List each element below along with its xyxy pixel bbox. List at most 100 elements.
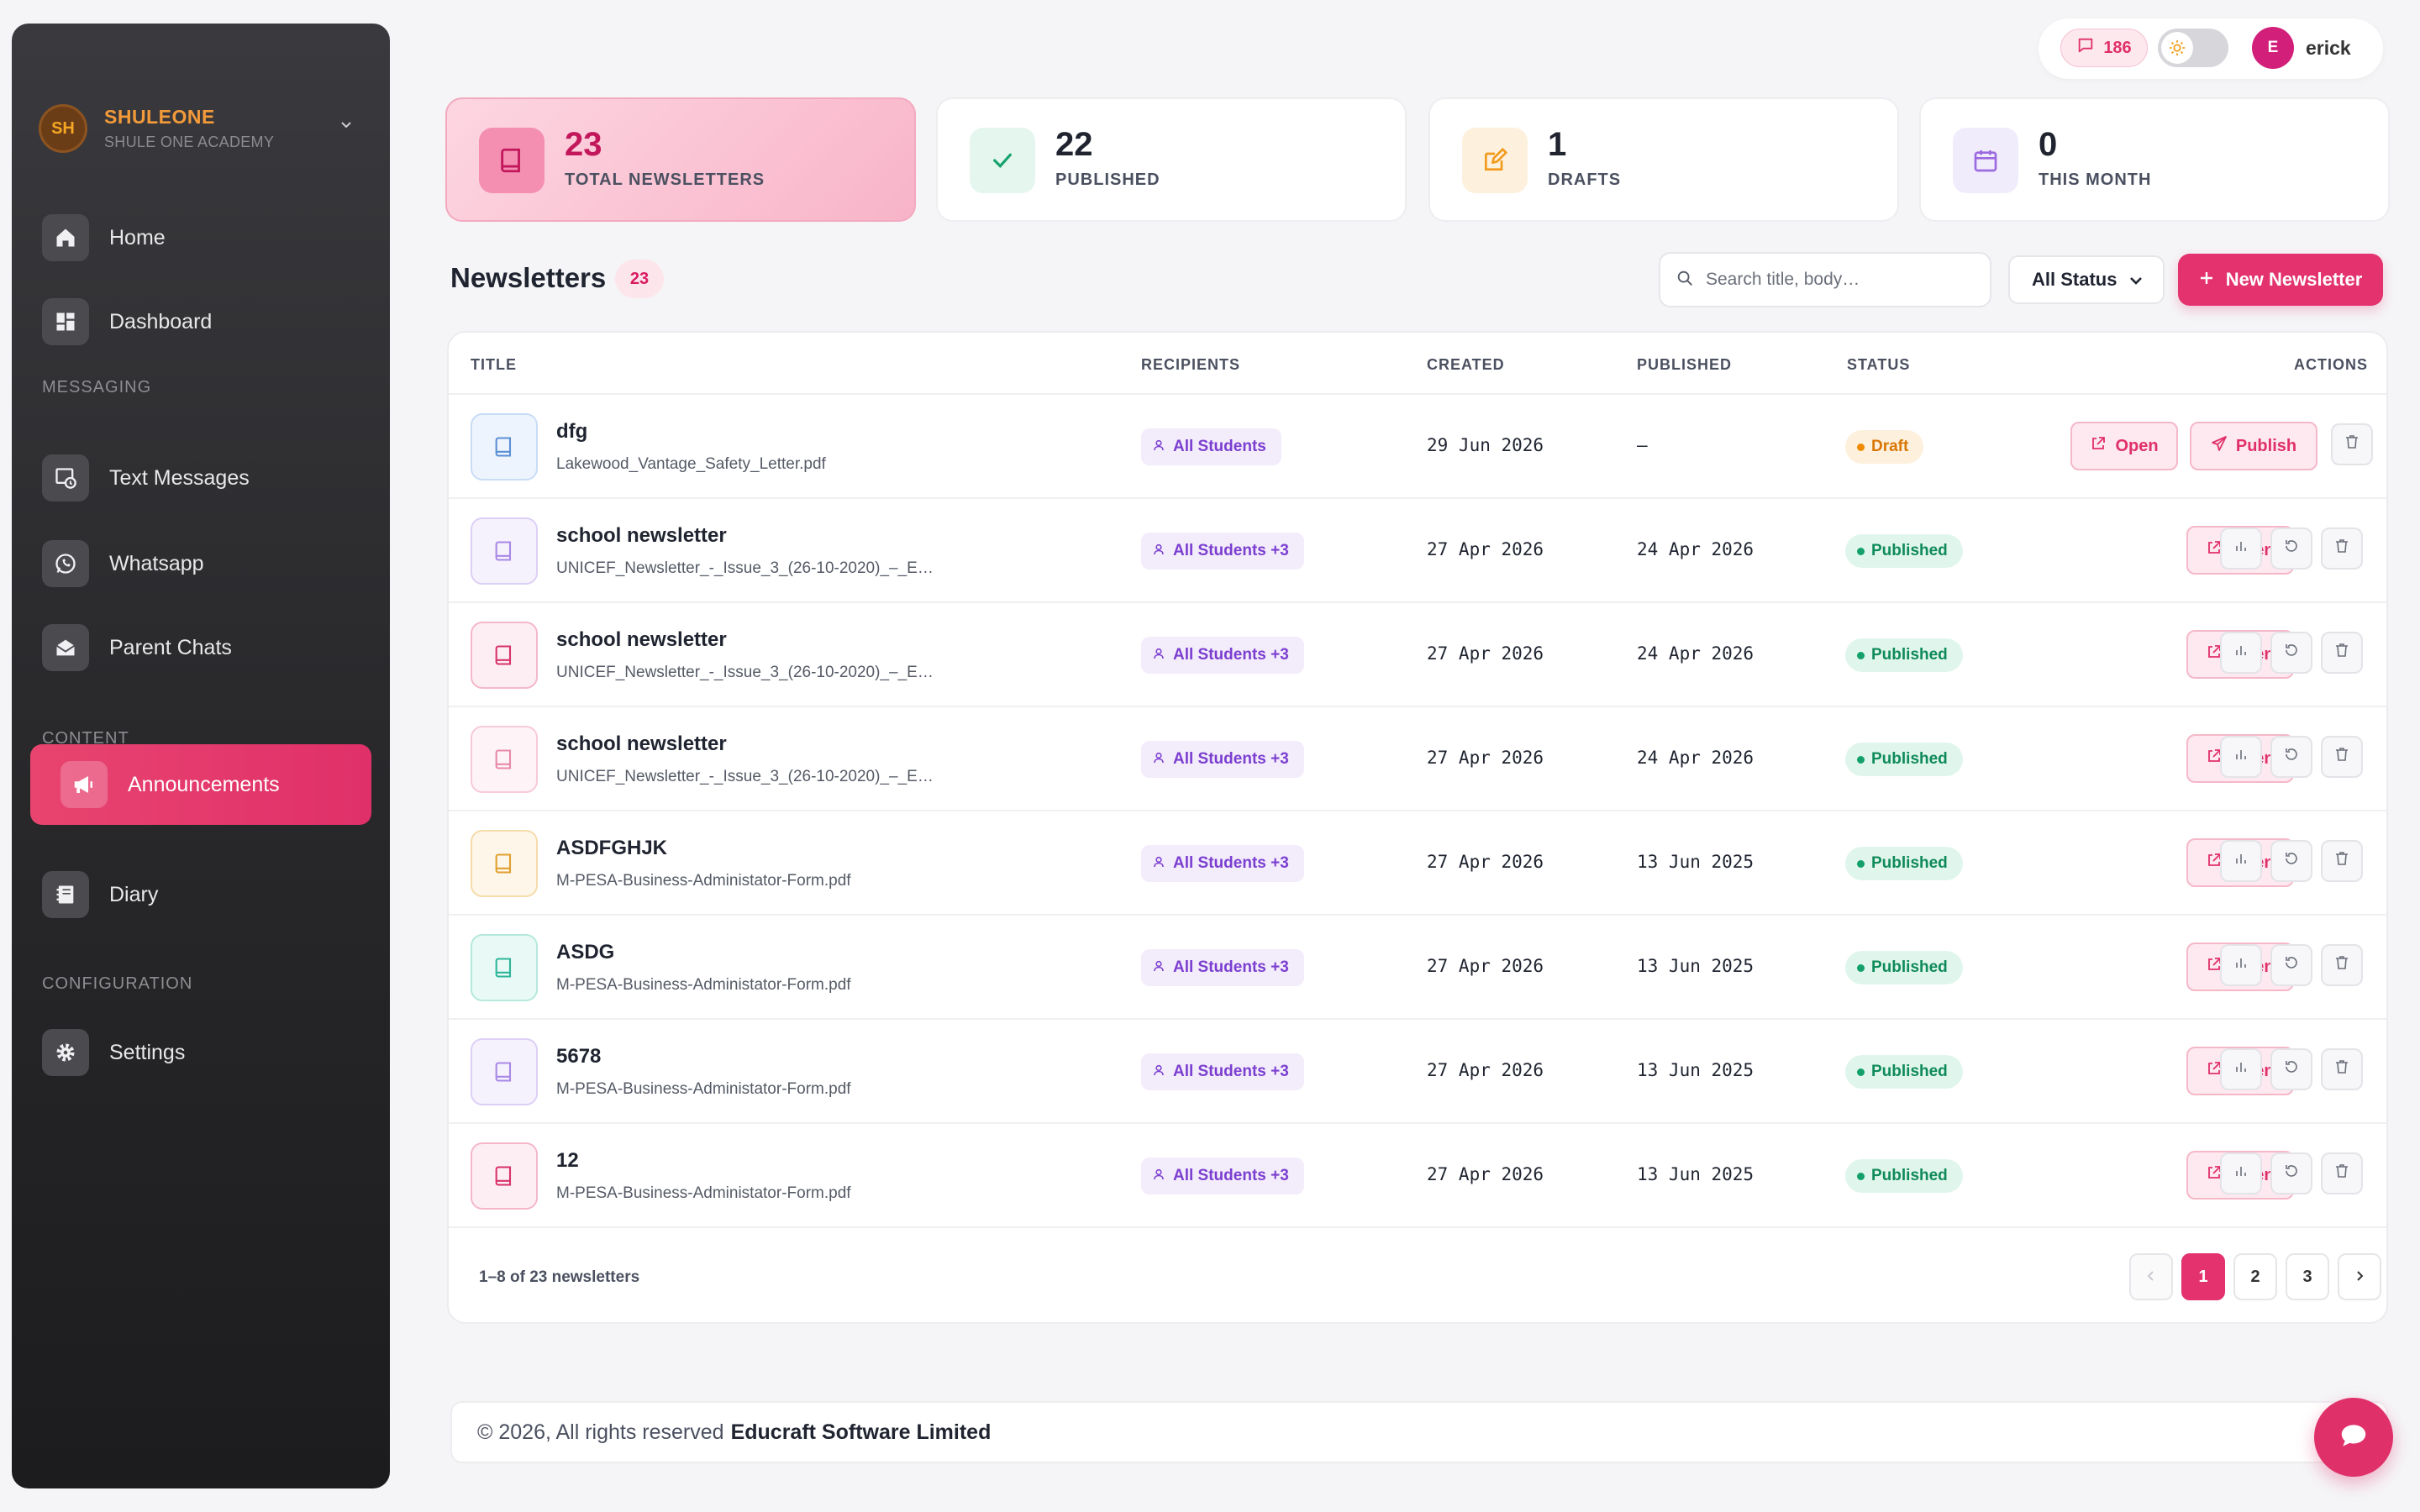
status-label: Published (1871, 542, 1948, 559)
sidebar-item-home[interactable]: Home (42, 208, 378, 267)
page-button[interactable]: 2 (2233, 1253, 2277, 1300)
status-label: Draft (1871, 438, 1909, 455)
recipients-badge: All Students +3 (1141, 637, 1304, 674)
recipients-label: All Students (1173, 438, 1266, 455)
sidebar-item-settings[interactable]: Settings (42, 1023, 378, 1082)
table-row[interactable]: ASDG M-PESA-Business-Administator-Form.p… (449, 916, 2386, 1020)
user-avatar[interactable]: E (2252, 27, 2294, 69)
revert-button[interactable] (2270, 944, 2312, 986)
table-row[interactable]: dfg Lakewood_Vantage_Safety_Letter.pdf A… (449, 395, 2386, 499)
user-icon (1153, 542, 1165, 560)
stats-button[interactable] (2220, 1152, 2262, 1194)
table-row[interactable]: 12 M-PESA-Business-Administator-Form.pdf… (449, 1124, 2386, 1228)
home-icon (42, 214, 89, 261)
revert-button[interactable] (2270, 1152, 2312, 1194)
table-row[interactable]: ASDFGHJK M-PESA-Business-Administator-Fo… (449, 811, 2386, 916)
sidebar-item-dashboard[interactable]: Dashboard (42, 292, 378, 351)
next-page-button[interactable] (2338, 1253, 2381, 1300)
page-button[interactable]: 3 (2286, 1253, 2329, 1300)
delete-button[interactable] (2321, 632, 2363, 674)
newsletters-table: TITLE RECIPIENTS CREATED PUBLISHED STATU… (447, 331, 2388, 1324)
sidebar-item-diary[interactable]: Diary (42, 865, 378, 924)
theme-toggle[interactable] (2158, 29, 2228, 67)
recipients-badge: All Students +3 (1141, 533, 1304, 570)
table-row[interactable]: 5678 M-PESA-Business-Administator-Form.p… (449, 1020, 2386, 1124)
page-title: Newsletters (450, 262, 607, 293)
sidebar-item-text-messages[interactable]: Text Messages (42, 449, 378, 507)
undo-icon (2283, 1058, 2300, 1080)
messages-button[interactable]: 186 (2060, 29, 2148, 67)
search-input[interactable] (1706, 270, 1975, 290)
status-badge: Published (1845, 951, 1963, 984)
stats-button[interactable] (2220, 736, 2262, 778)
revert-button[interactable] (2270, 840, 2312, 882)
chevron-down-icon (2128, 272, 2144, 294)
table-row[interactable]: school newsletter UNICEF_Newsletter_-_Is… (449, 707, 2386, 811)
bar-chart-icon (2233, 955, 2249, 975)
delete-button[interactable] (2321, 944, 2363, 986)
school-switcher[interactable]: SH SHULEONE SHULE ONE ACADEMY (39, 91, 375, 166)
stats-button[interactable] (2220, 528, 2262, 570)
section-label-configuration: CONFIGURATION (42, 974, 193, 993)
book-icon (471, 830, 538, 897)
status-label: Published (1871, 958, 1948, 976)
page-button[interactable]: 1 (2181, 1253, 2225, 1300)
stats-button[interactable] (2220, 632, 2262, 674)
stat-card-published: 22 PUBLISHED (936, 97, 1407, 222)
book-icon (471, 1142, 538, 1210)
publish-button[interactable]: Publish (2190, 422, 2317, 470)
newsletter-title[interactable]: school newsletter (556, 732, 727, 755)
user-name[interactable]: erick (2306, 37, 2351, 59)
delete-button[interactable] (2321, 1048, 2363, 1090)
revert-button[interactable] (2270, 736, 2312, 778)
prev-page-button[interactable] (2129, 1253, 2173, 1300)
newsletter-title[interactable]: ASDFGHJK (556, 837, 668, 859)
newsletter-title[interactable]: 12 (556, 1149, 579, 1172)
newsletter-title[interactable]: ASDG (556, 941, 615, 963)
revert-button[interactable] (2270, 528, 2312, 570)
sidebar-item-announcements[interactable]: Announcements (30, 744, 371, 825)
delete-button[interactable] (2321, 736, 2363, 778)
sidebar-item-label: Settings (109, 1040, 186, 1064)
sidebar-item-parent-chats[interactable]: Parent Chats (42, 618, 378, 677)
recipients-badge: All Students +3 (1141, 1158, 1304, 1194)
newsletter-title[interactable]: dfg (556, 420, 588, 443)
search-field[interactable] (1659, 252, 1991, 307)
book-icon (471, 413, 538, 480)
undo-icon (2283, 954, 2300, 976)
recipients-label: All Students +3 (1173, 854, 1289, 872)
trash-icon (2333, 642, 2350, 664)
published-date: 13 Jun 2025 (1637, 1060, 1754, 1080)
open-button[interactable]: Open (2070, 422, 2178, 470)
sidebar-item-whatsapp[interactable]: Whatsapp (42, 534, 378, 593)
revert-button[interactable] (2270, 632, 2312, 674)
newsletter-title[interactable]: school newsletter (556, 524, 727, 547)
user-icon (1153, 646, 1165, 664)
table-row[interactable]: school newsletter UNICEF_Newsletter_-_Is… (449, 603, 2386, 707)
delete-button[interactable] (2331, 423, 2373, 465)
delete-button[interactable] (2321, 528, 2363, 570)
column-header-published: PUBLISHED (1637, 356, 1733, 373)
stats-button[interactable] (2220, 944, 2262, 986)
stats-button[interactable] (2220, 1048, 2262, 1090)
delete-button[interactable] (2321, 840, 2363, 882)
revert-button[interactable] (2270, 1048, 2312, 1090)
column-header-created: CREATED (1427, 356, 1505, 373)
newsletter-title[interactable]: 5678 (556, 1045, 602, 1068)
table-row[interactable]: school newsletter UNICEF_Newsletter_-_Is… (449, 499, 2386, 603)
newsletter-count-badge: 23 (615, 260, 664, 298)
delete-button[interactable] (2321, 1152, 2363, 1194)
newsletter-file: M-PESA-Business-Administator-Form.pdf (556, 976, 851, 994)
send-icon (2211, 435, 2228, 457)
new-newsletter-button[interactable]: New Newsletter (2178, 254, 2383, 306)
mail-open-icon (42, 624, 89, 671)
undo-icon (2283, 642, 2300, 664)
status-filter-select[interactable]: All Status (2008, 255, 2165, 304)
user-icon (1153, 438, 1165, 456)
chat-button[interactable] (2314, 1398, 2393, 1477)
newsletter-title[interactable]: school newsletter (556, 628, 727, 651)
trash-icon (2333, 1058, 2350, 1080)
recipients-label: All Students +3 (1173, 750, 1289, 768)
recipients-label: All Students +3 (1173, 1167, 1289, 1184)
stats-button[interactable] (2220, 840, 2262, 882)
